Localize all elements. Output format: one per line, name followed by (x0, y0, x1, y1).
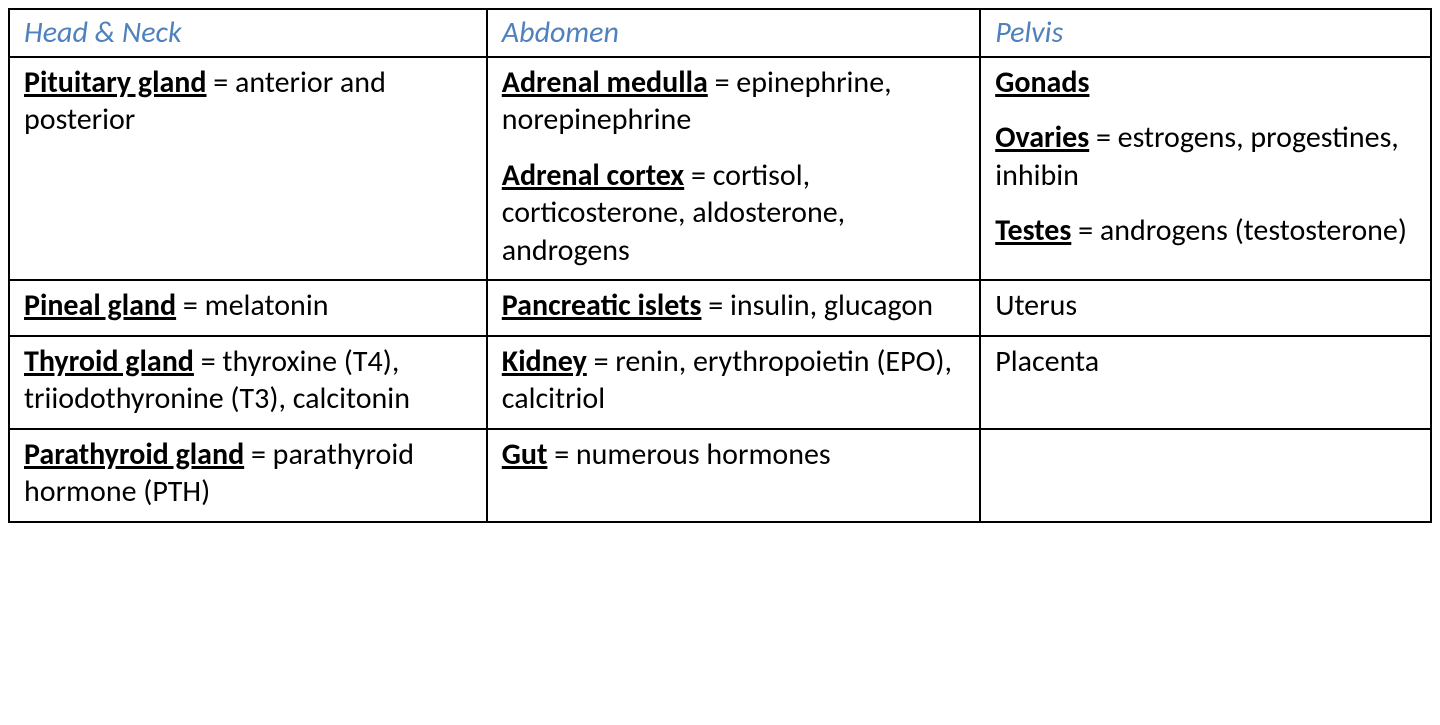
gland-entry: Ovaries = estrogens, progestines, inhibi… (995, 119, 1416, 194)
table-header-row: Head & Neck Abdomen Pelvis (9, 9, 1431, 57)
gland-entry: Pituitary gland = anterior and posterior (24, 64, 472, 139)
gland-name: Pineal gland (24, 287, 176, 324)
gland-entry: Gut = numerous hormones (502, 436, 965, 474)
table-row: Pineal gland = melatonin Pancreatic isle… (9, 280, 1431, 336)
gland-products: = melatonin (176, 287, 328, 324)
gland-products: = insulin, glucagon (701, 287, 933, 324)
table-row: Pituitary gland = anterior and posterior… (9, 57, 1431, 281)
cell-pelvis: Gonads Ovaries = estrogens, progestines,… (980, 57, 1431, 281)
plain-text: Uterus (995, 287, 1077, 324)
table-row: Thyroid gland = thyroxine (T4), triiodot… (9, 336, 1431, 429)
column-header-pelvis: Pelvis (980, 9, 1431, 57)
gland-name: Gonads (995, 64, 1089, 101)
gland-entry: Pancreatic islets = insulin, glucagon (502, 287, 965, 325)
plain-text: Placenta (995, 343, 1099, 380)
gland-entry: Adrenal cortex = cortisol, corticosteron… (502, 157, 965, 270)
gland-products: = numerous hormones (547, 436, 830, 473)
cell-abdomen: Adrenal medulla = epinephrine, norepinep… (487, 57, 980, 281)
cell-head-neck: Thyroid gland = thyroxine (T4), triiodot… (9, 336, 487, 429)
cell-abdomen: Pancreatic islets = insulin, glucagon (487, 280, 980, 336)
gland-entry: Kidney = renin, erythropoietin (EPO), ca… (502, 343, 965, 418)
gland-entry: Testes = androgens (testosterone) (995, 212, 1416, 250)
gland-name: Gut (502, 436, 548, 473)
cell-pelvis: Placenta (980, 336, 1431, 429)
cell-head-neck: Pituitary gland = anterior and posterior (9, 57, 487, 281)
column-header-head-neck: Head & Neck (9, 9, 487, 57)
gland-name: Pituitary gland (24, 64, 207, 101)
gland-name: Ovaries (995, 119, 1089, 156)
gland-name: Adrenal cortex (502, 157, 684, 194)
cell-pelvis: Uterus (980, 280, 1431, 336)
cell-head-neck: Parathyroid gland = parathyroid hormone … (9, 429, 487, 522)
cell-abdomen: Gut = numerous hormones (487, 429, 980, 522)
gland-name: Testes (995, 212, 1071, 249)
gland-entry: Pineal gland = melatonin (24, 287, 472, 325)
gland-name: Adrenal medulla (502, 64, 708, 101)
gland-name: Pancreatic islets (502, 287, 702, 324)
endocrine-glands-table: Head & Neck Abdomen Pelvis Pituitary gla… (8, 8, 1432, 523)
cell-abdomen: Kidney = renin, erythropoietin (EPO), ca… (487, 336, 980, 429)
gland-entry: Adrenal medulla = epinephrine, norepinep… (502, 64, 965, 139)
gland-name: Kidney (502, 343, 587, 380)
cell-pelvis (980, 429, 1431, 522)
gland-entry: Thyroid gland = thyroxine (T4), triiodot… (24, 343, 472, 418)
gland-entry: Uterus (995, 287, 1416, 325)
table-row: Parathyroid gland = parathyroid hormone … (9, 429, 1431, 522)
gland-entry: Parathyroid gland = parathyroid hormone … (24, 436, 472, 511)
gland-entry: Gonads (995, 64, 1416, 102)
cell-head-neck: Pineal gland = melatonin (9, 280, 487, 336)
gland-name: Parathyroid gland (24, 436, 244, 473)
gland-products: = androgens (testosterone) (1071, 212, 1407, 249)
gland-name: Thyroid gland (24, 343, 194, 380)
gland-entry: Placenta (995, 343, 1416, 381)
column-header-abdomen: Abdomen (487, 9, 980, 57)
